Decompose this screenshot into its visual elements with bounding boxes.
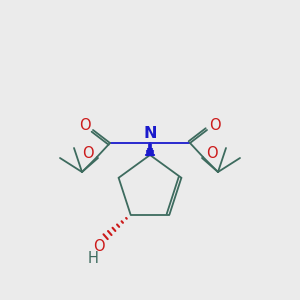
Text: H: H: [87, 251, 98, 266]
Text: O: O: [79, 118, 91, 133]
Text: O: O: [209, 118, 221, 133]
Text: N: N: [143, 127, 157, 142]
Text: O: O: [93, 239, 104, 254]
Text: O: O: [206, 146, 218, 160]
Text: O: O: [82, 146, 94, 160]
